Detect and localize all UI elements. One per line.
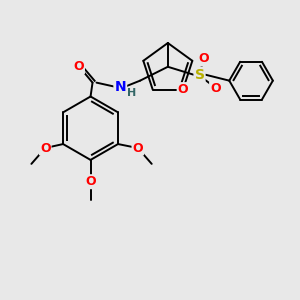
Text: O: O	[40, 142, 51, 154]
Text: O: O	[74, 60, 84, 73]
Text: O: O	[85, 175, 96, 188]
Text: O: O	[178, 83, 188, 96]
Text: H: H	[127, 88, 136, 98]
Text: O: O	[133, 142, 143, 154]
Text: S: S	[194, 68, 205, 82]
Text: O: O	[198, 52, 209, 65]
Text: O: O	[210, 82, 221, 95]
Text: N: N	[115, 80, 126, 94]
